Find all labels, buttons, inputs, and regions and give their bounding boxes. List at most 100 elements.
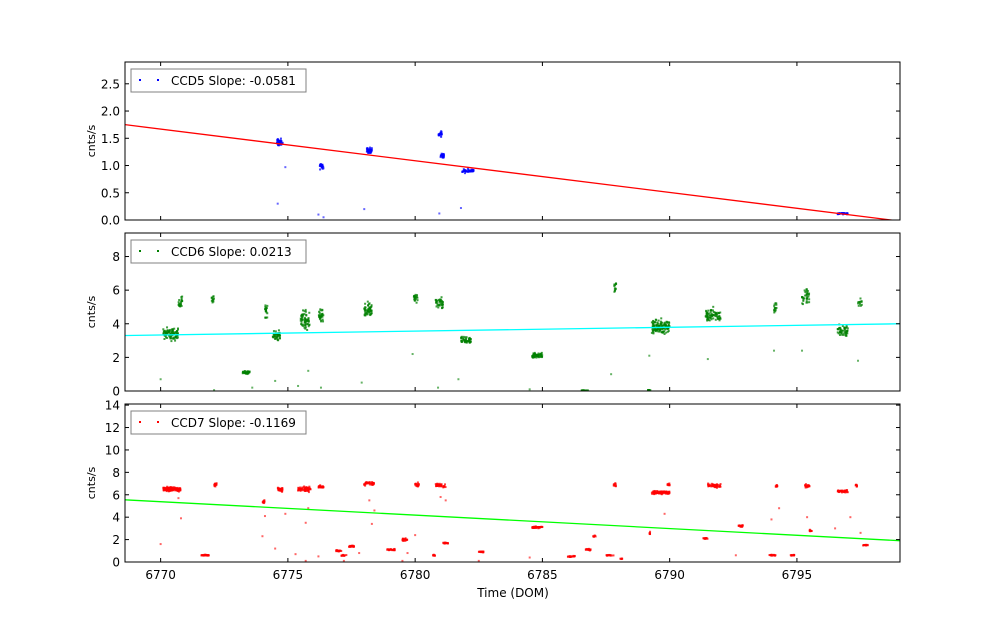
data-point-outlier — [528, 388, 531, 391]
data-point — [364, 309, 367, 312]
data-point — [172, 336, 175, 339]
data-point — [716, 311, 719, 314]
data-point — [436, 302, 439, 305]
data-point — [304, 308, 307, 311]
data-point — [167, 334, 170, 337]
fit-line — [125, 323, 900, 337]
data-point-outlier — [477, 559, 480, 562]
data-point — [171, 329, 174, 332]
data-point-outlier — [274, 547, 277, 550]
data-point — [660, 317, 663, 320]
data-point — [181, 300, 184, 303]
data-point — [266, 312, 269, 315]
data-point — [261, 501, 264, 504]
data-point — [437, 298, 440, 301]
data-point-outlier — [322, 216, 325, 219]
data-point — [844, 490, 847, 493]
data-point — [613, 484, 616, 487]
data-point — [364, 306, 367, 309]
data-point — [439, 134, 442, 137]
data-point — [318, 310, 321, 313]
data-point — [836, 328, 839, 331]
data-point — [440, 135, 443, 138]
data-point — [443, 483, 446, 486]
data-point — [369, 151, 372, 154]
data-point — [712, 483, 715, 486]
data-point — [370, 310, 373, 313]
data-point — [166, 488, 169, 491]
data-point — [654, 490, 657, 493]
data-point — [368, 146, 371, 149]
data-point — [441, 302, 444, 305]
data-point — [666, 325, 669, 328]
data-point — [803, 289, 806, 292]
data-point — [718, 317, 721, 320]
data-point — [416, 481, 419, 484]
data-point-outlier — [304, 521, 307, 524]
data-point — [245, 372, 248, 375]
data-point — [264, 310, 267, 313]
data-point — [441, 485, 444, 488]
data-point — [652, 322, 655, 325]
data-point — [666, 330, 669, 333]
y-tick-label: 8 — [112, 250, 120, 264]
data-point — [368, 483, 371, 486]
data-point — [440, 130, 443, 133]
data-point — [654, 327, 657, 330]
data-point — [810, 529, 813, 532]
data-point — [172, 332, 175, 335]
y-tick-label: 1.5 — [101, 132, 120, 146]
data-point — [655, 492, 658, 495]
legend-label: CCD5 Slope: -0.0581 — [171, 74, 296, 88]
data-point — [706, 483, 709, 486]
data-point — [619, 557, 622, 560]
data-point — [202, 554, 205, 557]
data-point — [440, 152, 443, 155]
data-point — [706, 537, 709, 540]
data-point — [321, 164, 324, 167]
data-point — [858, 301, 861, 304]
axes-frame — [124, 403, 901, 563]
data-point — [582, 389, 585, 391]
data-point — [842, 333, 845, 336]
data-point — [338, 550, 341, 553]
data-point — [392, 548, 395, 551]
data-point — [318, 318, 321, 321]
data-point — [805, 288, 808, 291]
legend-marker — [157, 79, 159, 81]
data-point — [306, 323, 309, 326]
data-point — [177, 489, 180, 492]
data-point — [278, 488, 281, 491]
data-point — [335, 549, 338, 552]
data-point — [437, 482, 440, 485]
data-point — [370, 312, 373, 315]
data-point-outlier — [801, 349, 804, 352]
data-point — [388, 549, 391, 552]
data-point — [668, 490, 671, 493]
data-point — [663, 333, 666, 336]
data-point — [444, 486, 447, 489]
x-tick-label: 6775 — [273, 568, 304, 582]
data-point — [169, 337, 172, 340]
data-point — [706, 319, 709, 322]
data-point — [300, 323, 303, 326]
data-points — [125, 282, 900, 391]
data-point — [805, 301, 808, 304]
data-point-outlier — [319, 386, 322, 389]
data-point — [705, 314, 708, 317]
data-point — [364, 484, 367, 487]
data-point — [659, 324, 662, 327]
data-point — [465, 336, 468, 339]
data-point — [320, 315, 323, 318]
data-point — [605, 554, 608, 557]
data-point — [469, 170, 472, 173]
data-point — [442, 156, 445, 159]
data-point — [773, 305, 776, 308]
data-point — [719, 483, 722, 486]
data-point — [535, 354, 538, 357]
data-point — [364, 302, 367, 305]
legend: CCD5 Slope: -0.0581 — [130, 68, 307, 93]
data-point — [307, 489, 310, 492]
data-point — [435, 305, 438, 308]
